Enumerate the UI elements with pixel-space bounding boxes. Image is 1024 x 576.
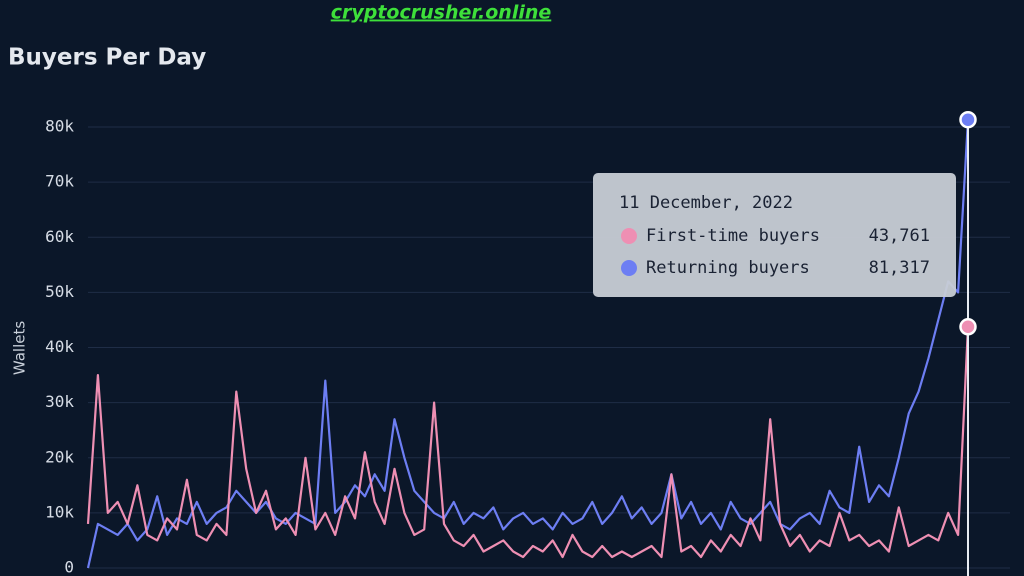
- y-tick-label: 50k: [45, 282, 74, 301]
- series-line: [86, 326, 970, 559]
- watermark: cryptocrusher.online: [331, 2, 552, 24]
- y-tick-label: 60k: [45, 227, 74, 246]
- tooltip-value: 43,761: [869, 226, 930, 246]
- y-tick-label: 70k: [45, 172, 74, 191]
- y-tick-label: 10k: [45, 502, 74, 521]
- plot: [86, 110, 977, 576]
- tooltip-swatch: [621, 228, 637, 244]
- tooltip-box: [593, 173, 956, 297]
- hover-point: [959, 110, 977, 129]
- tooltip-value: 81,317: [869, 258, 930, 278]
- y-tick-label: 80k: [45, 117, 74, 136]
- hover-point: [959, 318, 977, 336]
- tooltip-series: Returning buyers: [646, 258, 810, 278]
- y-tick-label: 30k: [45, 392, 74, 411]
- y-tick-label: 40k: [45, 337, 74, 356]
- tooltip-swatch: [621, 260, 637, 276]
- y-tick-label: 20k: [45, 447, 74, 466]
- series-line: [86, 119, 970, 569]
- y-tick-label: 0: [64, 558, 74, 576]
- chart-title: Buyers Per Day: [8, 45, 206, 71]
- tooltip-series: First-time buyers: [646, 226, 820, 246]
- tooltip: 11 December, 2022 First-time buyers 43,7…: [593, 173, 956, 297]
- tooltip-title: 11 December, 2022: [619, 193, 793, 213]
- y-axis-label: Wallets: [11, 321, 29, 376]
